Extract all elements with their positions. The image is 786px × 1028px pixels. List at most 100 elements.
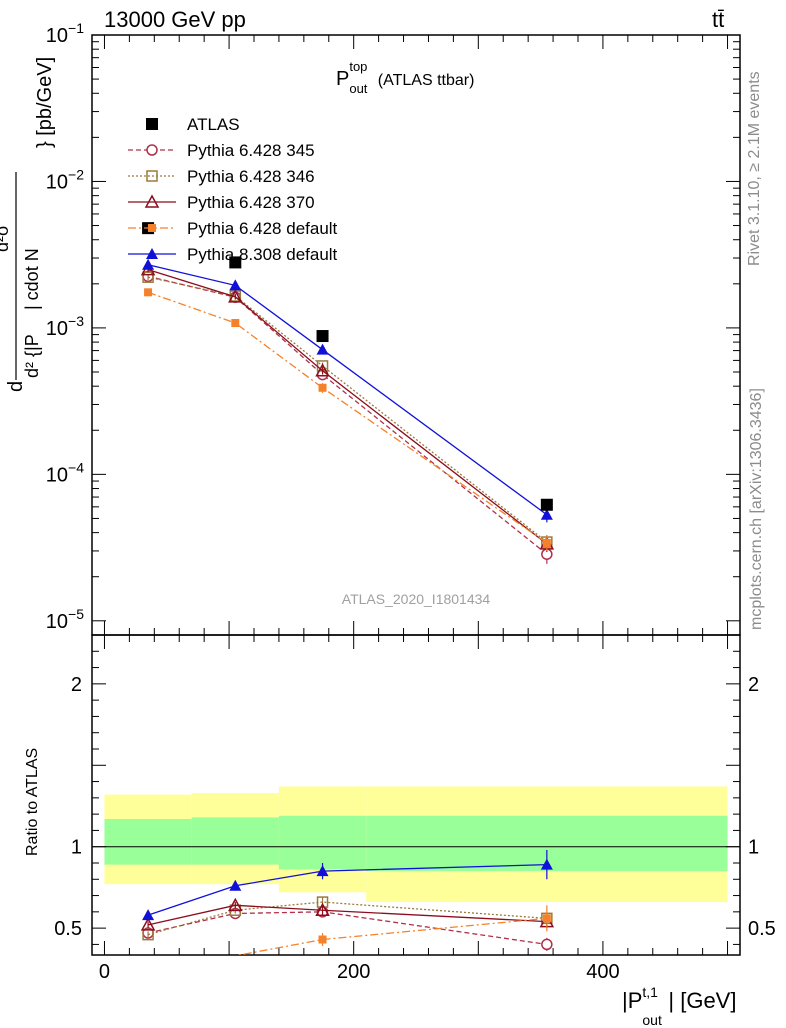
- legend-marker-shape: [146, 144, 158, 156]
- uncertainty-band-green: [191, 817, 279, 865]
- main-point: [228, 289, 243, 303]
- main-point: [231, 319, 240, 328]
- y-tick-label: 10−1: [46, 20, 84, 47]
- title-sup: top: [349, 59, 368, 74]
- ratio-series-line: [147, 904, 547, 926]
- ratio-y-tick-label-left: 1: [71, 837, 82, 859]
- ratio-point-shape: [542, 914, 551, 923]
- main-point: [316, 343, 329, 355]
- y-label-denominator: d² {|P: [22, 334, 42, 378]
- ratio-point: [140, 917, 156, 931]
- ratio-point: [540, 858, 553, 870]
- main-data-point: [540, 498, 553, 511]
- legend-label: Pythia 6.428 346: [187, 167, 315, 186]
- ratio-point: [315, 902, 330, 916]
- ratio-point-shape: [541, 938, 553, 951]
- main-data-point-shape: [540, 498, 553, 511]
- x-axis-label: |P t,1 out | [GeV]: [622, 984, 737, 1028]
- ratio-y-tick-label-left: 2: [71, 674, 82, 696]
- main-point-shape: [315, 363, 330, 377]
- main-series-line: [147, 264, 548, 516]
- ratio-point-shape: [316, 865, 329, 877]
- legend-marker-shape: [144, 194, 160, 208]
- main-point: [318, 383, 327, 392]
- ratio-point-shape: [229, 879, 242, 891]
- legend-marker: [146, 144, 158, 156]
- legend-label: ATLAS: [187, 115, 240, 134]
- legend-label: Pythia 6.428 default: [187, 219, 338, 238]
- ratio-point: [542, 914, 551, 923]
- uncertainty-band-green: [278, 815, 367, 870]
- legend-marker: [148, 224, 156, 232]
- main-y-axis-fraction: d d²σ d² {|P | cdot N: [0, 172, 42, 392]
- xlabel-tail: | [GeV]: [668, 988, 737, 1013]
- x-tick-label: 200: [337, 961, 370, 983]
- title-sub: out: [349, 81, 368, 96]
- ratio-point: [316, 865, 329, 877]
- ratio-point-shape: [142, 909, 155, 921]
- legend-marker-shape: [146, 118, 158, 130]
- title-main: P: [336, 68, 350, 90]
- main-series-line: [147, 275, 548, 555]
- ratio-point-shape: [318, 935, 327, 944]
- legend-label: Pythia 6.428 370: [187, 193, 315, 212]
- y-tick-label: 10−2: [46, 166, 84, 193]
- main-point-shape: [144, 288, 153, 297]
- ratio-y-tick-label-right: 1: [748, 837, 759, 859]
- main-point-shape: [231, 319, 240, 328]
- main-point-shape: [540, 508, 553, 520]
- ratio-point-shape: [228, 897, 243, 912]
- ratio-point-shape: [140, 917, 156, 931]
- legend-marker: [146, 118, 158, 130]
- main-series-line: [147, 291, 548, 544]
- legend-marker: [144, 194, 160, 208]
- main-data-point-shape: [316, 330, 329, 343]
- legend-marker: [146, 248, 158, 259]
- ratio-series-line: [236, 917, 547, 955]
- main-point-shape: [542, 538, 551, 547]
- main-data-point: [229, 256, 242, 269]
- analysis-watermark: ATLAS_2020_I1801434: [342, 591, 491, 607]
- y-tick-label: 10−5: [46, 606, 84, 633]
- ratio-point: [229, 879, 242, 891]
- title-tail: (ATLAS ttbar): [373, 72, 475, 89]
- xlabel-sup: t,1: [642, 984, 658, 1000]
- main-point: [315, 363, 330, 377]
- ratio-point: [228, 897, 243, 912]
- legend-marker-shape: [146, 248, 158, 259]
- y-label-numerator: d²σ: [0, 225, 12, 252]
- main-data-point-shape: [229, 256, 242, 269]
- header-process: tt̄: [712, 7, 725, 32]
- ratio-y-tick-label-right: 0.5: [748, 918, 776, 940]
- ratio-series-line: [147, 911, 547, 946]
- x-tick-label: 0: [99, 961, 110, 983]
- ratio-plot-frame: [91, 634, 741, 956]
- ratio-y-tick-label-left: 0.5: [54, 918, 82, 940]
- ratio-y-tick-label-right: 2: [748, 674, 759, 696]
- ratio-point: [318, 935, 327, 944]
- main-point: [144, 288, 153, 297]
- x-tick-label: 400: [586, 961, 619, 983]
- legend-label: Pythia 6.428 345: [187, 141, 315, 160]
- legend-marker-shape: [148, 224, 156, 232]
- main-point: [142, 258, 155, 270]
- main-series-line: [147, 276, 548, 543]
- main-series-line: [147, 269, 548, 545]
- ratio-series-line: [147, 863, 547, 916]
- ratio-point: [541, 938, 553, 951]
- main-point-shape: [228, 289, 243, 303]
- uncertainty-band-green: [104, 819, 192, 865]
- main-point-shape: [229, 279, 242, 291]
- ratio-point-shape: [315, 902, 330, 916]
- legend-label: Pythia 8.308 default: [187, 245, 338, 264]
- ratio-series-line: [147, 901, 547, 936]
- main-point-shape: [316, 343, 329, 355]
- y-label-d: d: [5, 381, 27, 392]
- header-energy: 13000 GeV pp: [104, 7, 246, 32]
- main-point: [542, 538, 551, 547]
- main-data-point: [316, 330, 329, 343]
- ratio-point: [142, 909, 155, 921]
- y-tick-label: 10−4: [46, 459, 84, 486]
- main-point-shape: [318, 383, 327, 392]
